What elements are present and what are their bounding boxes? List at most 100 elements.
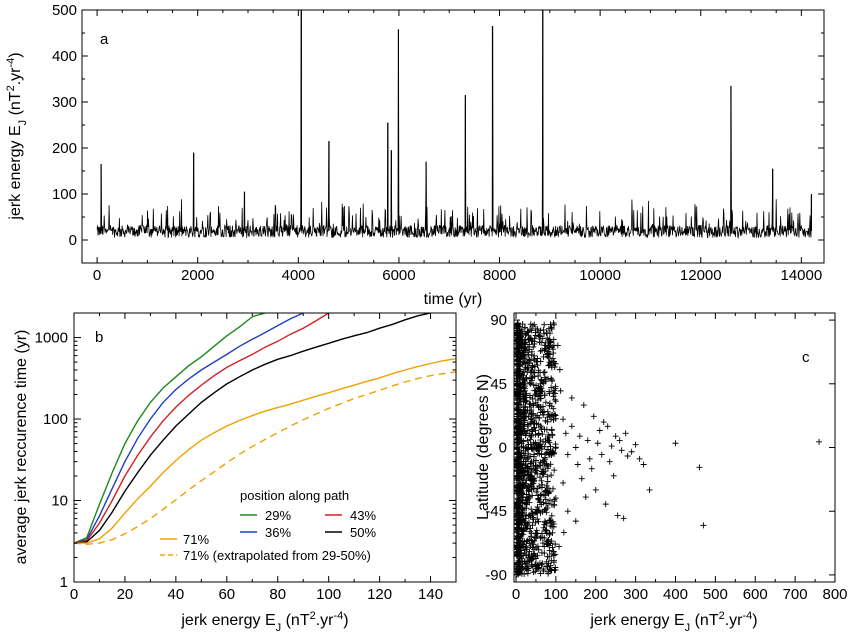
scatter-point <box>521 369 528 376</box>
scatter-point <box>523 484 530 491</box>
scatter-point <box>531 321 538 328</box>
scatter-point <box>551 396 558 403</box>
scatter-point <box>551 411 558 418</box>
scatter-point <box>529 492 536 499</box>
scatter-point <box>519 340 526 347</box>
scatter-point <box>530 553 537 560</box>
scatter-point <box>543 509 550 516</box>
scatter-point <box>521 519 528 526</box>
scatter-point <box>536 332 543 339</box>
panel-a-plot-area <box>96 9 813 240</box>
scatter-point <box>550 405 557 412</box>
scatter-point <box>520 381 527 388</box>
scatter-point <box>529 428 536 435</box>
scatter-point <box>530 569 537 576</box>
scatter-point <box>514 551 521 558</box>
y-tick-label: -45 <box>485 503 507 520</box>
x-tick-label: 500 <box>703 586 728 603</box>
x-tick-label: 0 <box>70 586 78 603</box>
scatter-point <box>517 535 524 542</box>
scatter-point <box>521 324 528 331</box>
scatter-point <box>532 457 539 464</box>
scatter-point <box>534 530 541 537</box>
scatter-point <box>547 443 554 450</box>
x-tick-label: 140 <box>418 586 443 603</box>
scatter-point <box>543 558 550 565</box>
scatter-point <box>528 561 535 568</box>
scatter-point <box>544 418 551 425</box>
scatter-point <box>541 454 548 461</box>
scatter-point <box>522 543 529 550</box>
scatter-point <box>525 496 532 503</box>
x-tick-label: 60 <box>218 586 235 603</box>
scatter-point <box>541 347 548 354</box>
scatter-point <box>520 425 527 432</box>
scatter-point <box>517 431 524 438</box>
scatter-point <box>517 517 524 524</box>
scatter-point <box>535 403 542 410</box>
scatter-point <box>513 438 520 445</box>
scatter-point <box>518 388 525 395</box>
x-tick-label: 10000 <box>579 267 621 284</box>
scatter-point <box>518 494 525 501</box>
scatter-point <box>537 570 544 577</box>
scatter-point <box>545 568 552 575</box>
scatter-point <box>528 476 535 483</box>
scatter-point <box>529 322 536 329</box>
scatter-point <box>515 368 522 375</box>
scatter-point <box>548 427 555 434</box>
scatter-point <box>544 485 551 492</box>
scatter-point <box>592 486 599 493</box>
scatter-point <box>556 366 563 373</box>
x-tick-label: 20 <box>117 586 134 603</box>
scatter-point <box>548 472 555 479</box>
scatter-point <box>530 400 537 407</box>
scatter-point <box>568 394 575 401</box>
scatter-point <box>560 529 567 536</box>
scatter-point <box>528 377 535 384</box>
scatter-point <box>514 338 521 345</box>
scatter-point <box>545 500 552 507</box>
scatter-point <box>513 356 520 363</box>
scatter-point <box>538 477 545 484</box>
scatter-point <box>513 423 520 430</box>
scatter-point <box>524 456 531 463</box>
scatter-point <box>537 369 544 376</box>
panel-a: 0 2000 4000 6000 8000 10000 12000 14000 0 100 200 3… <box>5 2 825 308</box>
scatter-point <box>523 505 530 512</box>
legend-label: 29% <box>265 508 291 523</box>
scatter-point <box>514 331 521 338</box>
scatter-point <box>533 358 540 365</box>
panel-c-letter: c <box>802 349 810 366</box>
scatter-point <box>549 431 556 438</box>
scatter-point <box>564 508 571 515</box>
scatter-point <box>527 460 534 467</box>
scatter-point <box>584 437 591 444</box>
scatter-point <box>538 451 545 458</box>
x-tick-label: 100 <box>316 586 341 603</box>
scatter-point <box>532 519 539 526</box>
scatter-point <box>522 359 529 366</box>
scatter-point <box>549 544 556 551</box>
scatter-point <box>543 527 550 534</box>
scatter-point <box>574 461 581 468</box>
scatter-point <box>547 321 554 328</box>
scatter-point <box>534 362 541 369</box>
scatter-point <box>525 512 532 519</box>
y-tick-label: 1000 <box>35 330 68 347</box>
scatter-point <box>544 553 551 560</box>
scatter-point <box>526 346 533 353</box>
scatter-point <box>517 563 524 570</box>
scatter-point <box>547 562 554 569</box>
scatter-point <box>514 464 521 471</box>
y-tick-label: 400 <box>52 48 77 65</box>
scatter-point <box>528 506 535 513</box>
scatter-point <box>537 380 544 387</box>
scatter-point <box>530 344 537 351</box>
scatter-point <box>515 470 522 477</box>
scatter-point <box>646 486 653 493</box>
scatter-point <box>523 390 530 397</box>
y-tick-label: 500 <box>52 2 77 19</box>
scatter-point <box>541 342 548 349</box>
